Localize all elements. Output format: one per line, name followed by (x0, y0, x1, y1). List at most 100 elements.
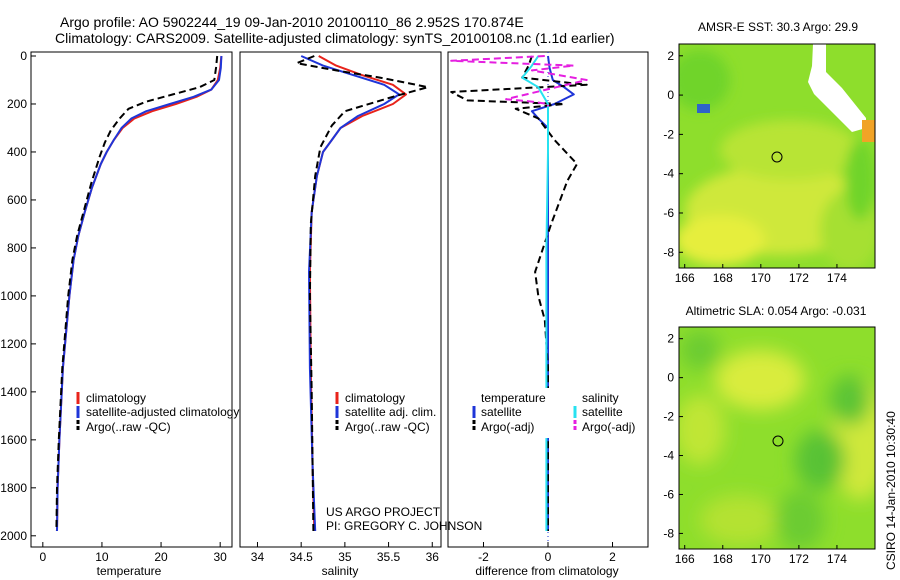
map-y-tick-label: -4 (663, 167, 674, 181)
legend-label-climatology: climatology (86, 391, 146, 405)
x-tick-label: 20 (154, 550, 168, 564)
sla-map-ticks: 166 168 170 172 174 2 0 -2 -4 -6 -8 (663, 332, 847, 566)
temperature-panel: 0 10 20 30 0 200 400 600 800 1000 1200 1400 1600 180… (0, 49, 239, 578)
legend-label-satellite: satellite adj. clim. (345, 405, 436, 419)
y-tick-label: 2000 (0, 529, 27, 543)
temperature-x-ticks: 0 10 20 30 (39, 542, 227, 564)
legend-label-argo: Argo(..raw -QC) (86, 420, 171, 434)
sla-map-title: Altimetric SLA: 0.054 Argo: -0.031 (686, 304, 867, 318)
x-tick-label: -2 (478, 550, 489, 564)
salinity-x-label: salinity (322, 564, 359, 578)
y-tick-label: 1200 (0, 337, 27, 351)
map-y-tick-label: 2 (667, 49, 674, 63)
sst-map-title: AMSR-E SST: 30.3 Argo: 29.9 (698, 20, 858, 34)
y-tick-label: 400 (7, 145, 27, 159)
series-line-argo-raw-qc- (55, 55, 219, 532)
csiro-timestamp: CSIRO 14-Jan-2010 10:30:40 (884, 411, 898, 570)
map-y-tick-label: -2 (663, 127, 674, 141)
map-y-tick-label: 0 (667, 88, 674, 102)
map-y-tick-label: -4 (663, 449, 674, 463)
depth-y-ticks: 0 200 400 600 800 1000 1200 1400 1600 1800 2000 (0, 49, 36, 543)
legend-label-temp-satellite: satellite (481, 405, 522, 419)
series-line-temperature-argo-adj- (450, 55, 588, 531)
series-line-argo-raw-qc- (295, 55, 429, 532)
sla-map-image (679, 327, 875, 549)
sla-map-panel: Altimetric SLA: 0.054 Argo: -0.031 166 16… (663, 304, 876, 566)
legend-label-temp-argo: Argo(-adj) (481, 420, 534, 434)
y-tick-label: 1600 (0, 433, 27, 447)
series-line-climatology (308, 55, 407, 532)
map-x-tick-label: 168 (713, 271, 733, 285)
map-y-tick-label: -6 (663, 206, 674, 220)
map-y-tick-label: -6 (663, 487, 674, 501)
legend-label-sal-satellite: satellite (582, 405, 623, 419)
map-x-tick-label: 174 (827, 271, 847, 285)
sst-map-image (679, 44, 875, 268)
legend-label-climatology: climatology (345, 391, 405, 405)
x-tick-label: 35 (338, 550, 352, 564)
salinity-legend: climatology satellite adj. clim. Argo(..… (335, 391, 436, 434)
salinity-series (295, 55, 429, 532)
x-tick-label: 10 (95, 550, 109, 564)
x-tick-label: 2 (609, 550, 616, 564)
map-y-tick-label: -8 (663, 526, 674, 540)
map-y-tick-label: -8 (663, 245, 674, 259)
temperature-series (55, 55, 223, 532)
y-tick-label: 1800 (0, 481, 27, 495)
x-tick-label: 35.5 (377, 550, 401, 564)
project-credit: US ARGO PROJECT (326, 505, 441, 519)
salinity-panel: 34 34.5 35 35.5 36 salinity climatology sate… (239, 51, 482, 578)
x-tick-label: 30 (213, 550, 227, 564)
legend-label-sal-argo: Argo(-adj) (582, 420, 635, 434)
y-tick-label: 0 (20, 49, 27, 63)
legend-background (472, 388, 647, 438)
map-y-tick-label: -2 (663, 410, 674, 424)
figure-title-line2: Climatology: CARS2009. Satellite-adjuste… (55, 30, 615, 46)
y-tick-label: 800 (7, 241, 27, 255)
x-tick-label: 0 (39, 550, 46, 564)
series-line-salinity-satellite (521, 55, 549, 531)
x-tick-label: 0 (545, 550, 552, 564)
x-tick-label: 34.5 (289, 550, 313, 564)
x-tick-label: 34 (251, 550, 265, 564)
x-tick-label: 36 (426, 550, 440, 564)
series-line-climatology (56, 55, 223, 532)
difference-legend: temperature salinity satellite Argo(-adj… (472, 388, 647, 438)
map-x-tick-label: 168 (713, 552, 733, 566)
salinity-x-ticks: 34 34.5 35 35.5 36 (251, 542, 439, 564)
legend-heading-temperature: temperature (481, 391, 546, 405)
temperature-x-label: temperature (97, 564, 162, 578)
legend-label-argo: Argo(..raw -QC) (345, 420, 430, 434)
pi-credit: PI: GREGORY C. JOHNSON (326, 519, 482, 533)
y-tick-label: 600 (7, 193, 27, 207)
series-line-salinity-argo-adj- (450, 55, 588, 107)
map-y-tick-label: 0 (667, 371, 674, 385)
difference-x-label: difference from climatology (475, 564, 618, 578)
y-tick-label: 1000 (0, 289, 27, 303)
land-mask (808, 44, 866, 132)
y-tick-label: 200 (7, 97, 27, 111)
map-x-tick-label: 170 (751, 552, 771, 566)
series-line-satellite-adjusted-climatology (56, 55, 223, 532)
difference-panel: -2 0 2 difference from climatology tempera… (447, 51, 649, 578)
temperature-legend: climatology satellite-adjusted climatolo… (76, 391, 239, 434)
legend-heading-salinity: salinity (582, 391, 619, 405)
map-y-tick-label: 2 (667, 332, 674, 346)
difference-series (450, 55, 588, 531)
cold-patch (697, 104, 710, 113)
argo-float-marker (771, 151, 783, 163)
sst-map-ticks: 166 168 170 172 174 2 0 -2 -4 -6 -8 (663, 49, 847, 285)
sst-map-panel: AMSR-E SST: 30.3 Argo: 29.9 166 168 170 172… (663, 20, 876, 285)
difference-x-ticks: -2 0 2 (478, 542, 616, 564)
warm-patch (862, 120, 875, 142)
map-x-tick-label: 172 (789, 271, 809, 285)
legend-label-satellite: satellite-adjusted climatology (86, 405, 239, 419)
y-tick-label: 1400 (0, 385, 27, 399)
map-x-tick-label: 174 (827, 552, 847, 566)
series-line-satellite-adj-clim- (300, 55, 401, 532)
map-x-tick-label: 166 (675, 552, 695, 566)
map-x-tick-label: 172 (789, 552, 809, 566)
argo-float-marker (772, 435, 784, 447)
map-x-tick-label: 166 (675, 271, 695, 285)
